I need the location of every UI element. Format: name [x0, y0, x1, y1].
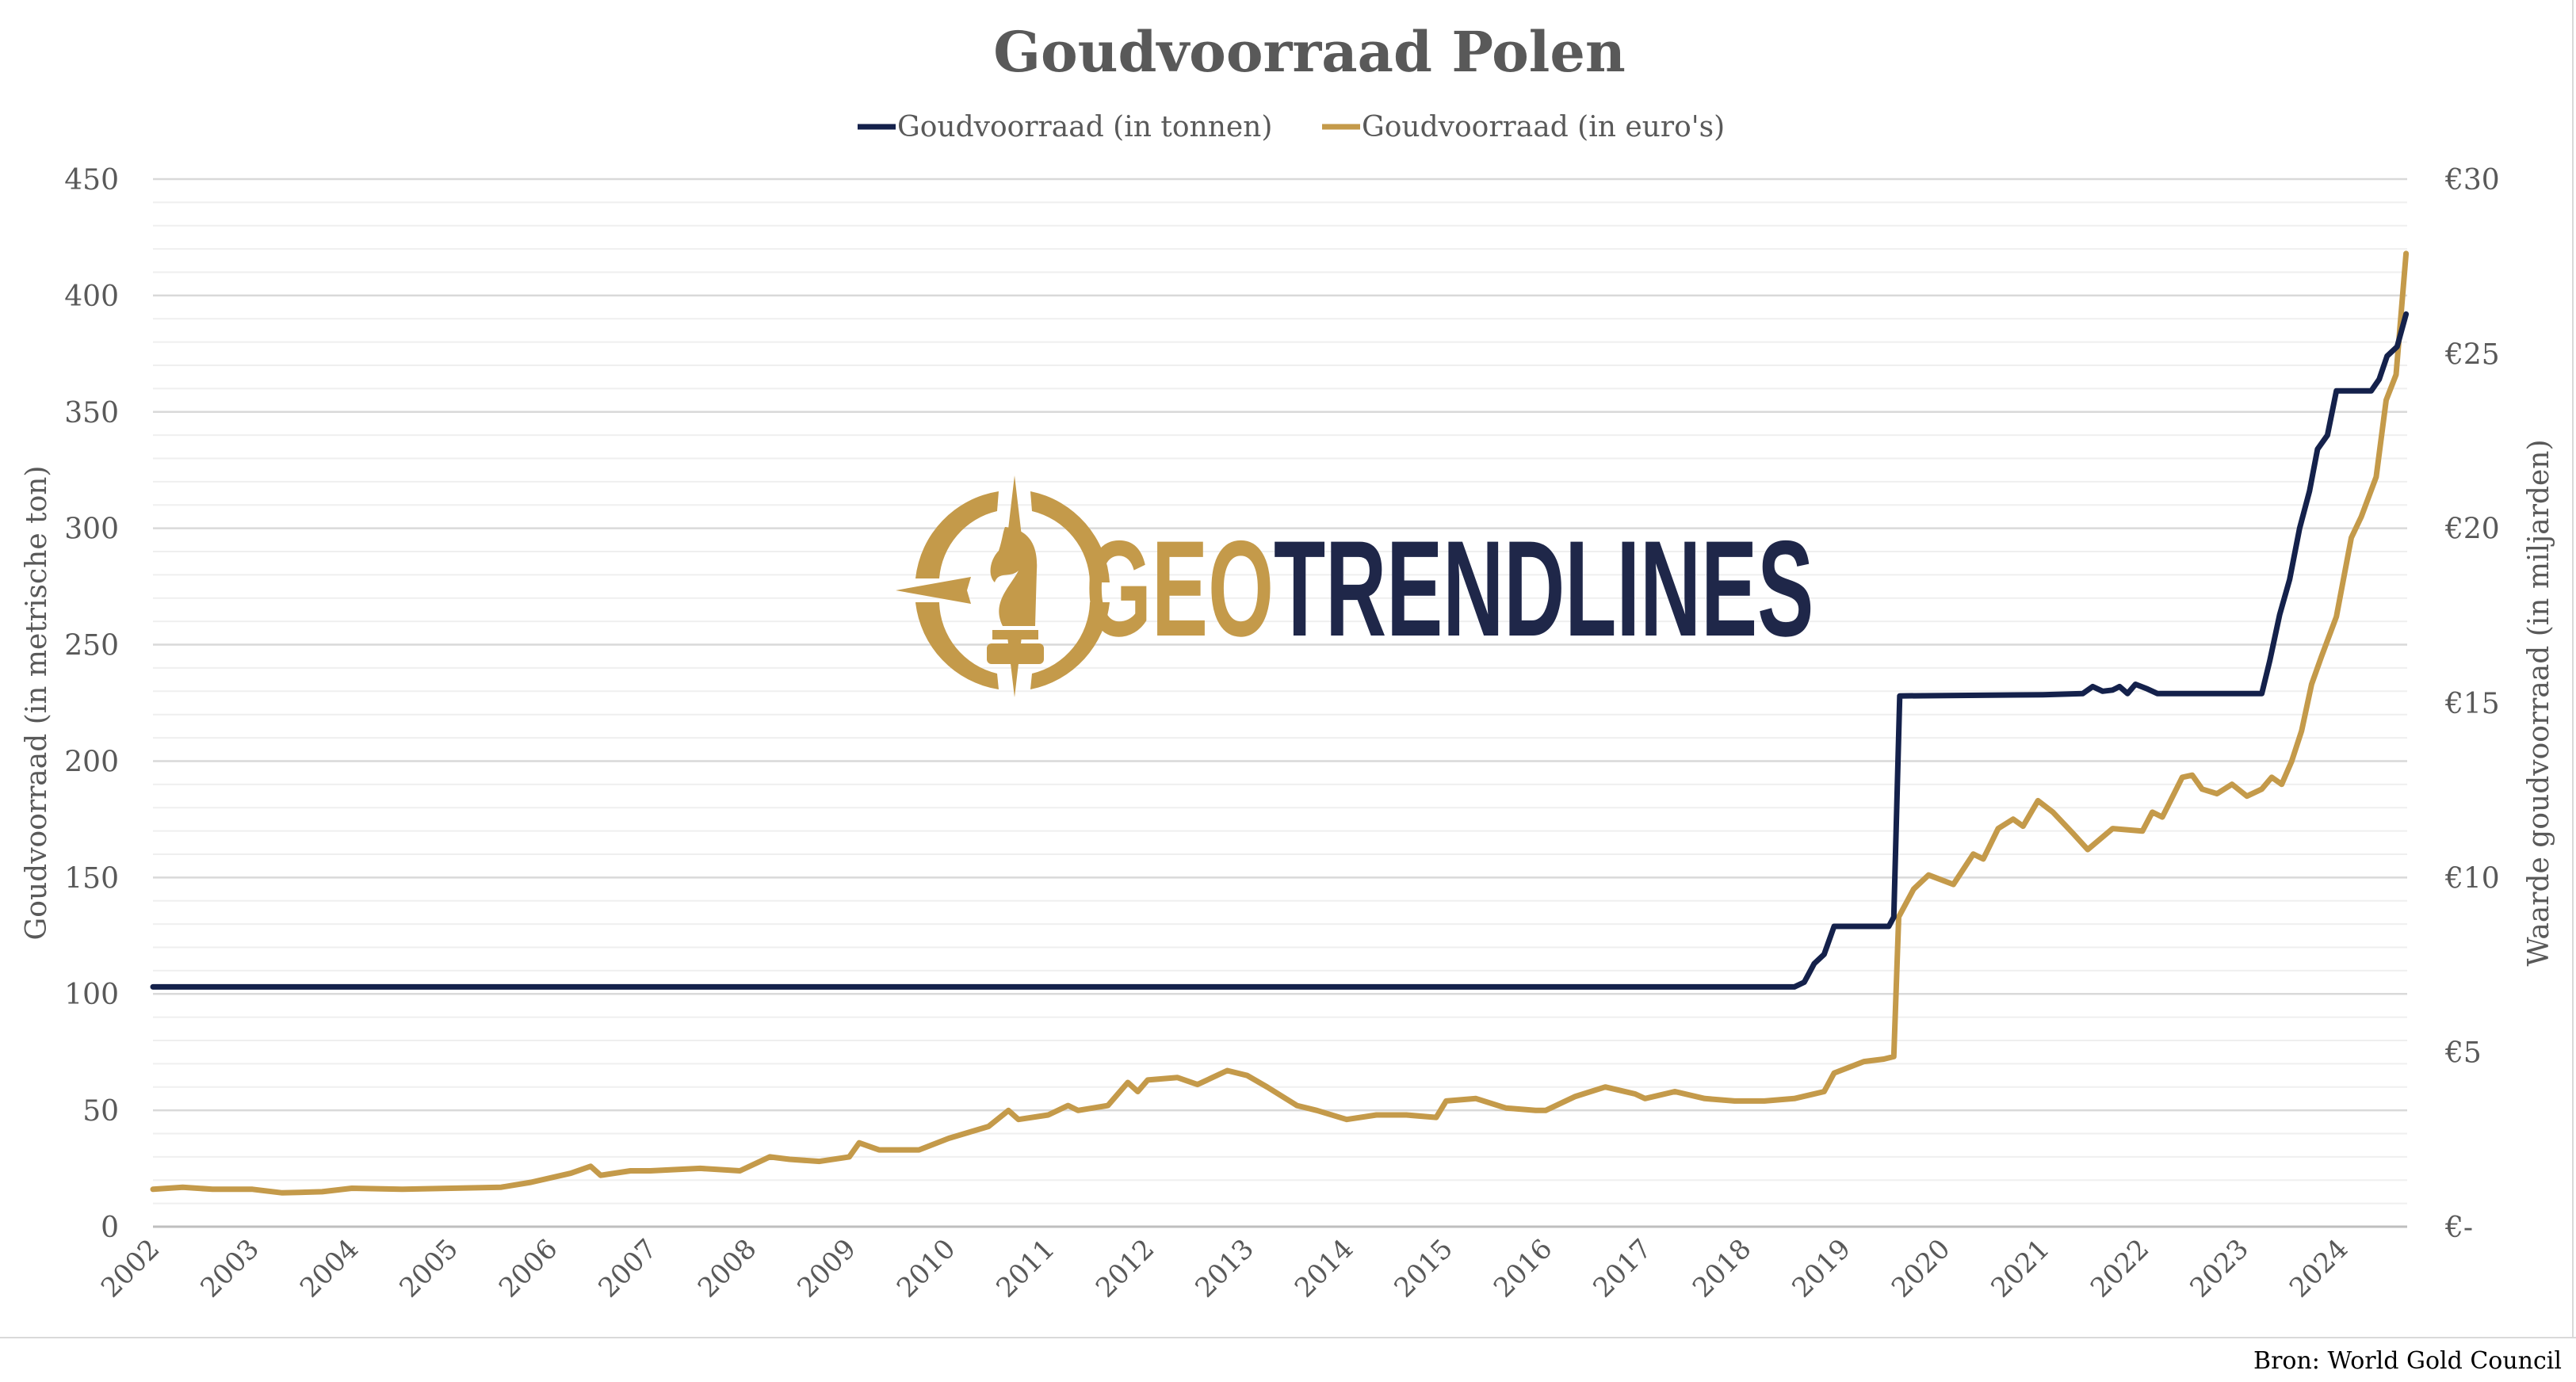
x-tick-label: 2019 — [1786, 1233, 1856, 1304]
y2-tick-label: €10 — [2444, 862, 2500, 895]
x-tick-label: 2010 — [891, 1233, 961, 1304]
y-tick-label: 350 — [64, 397, 119, 429]
x-tick-label: 2017 — [1587, 1233, 1657, 1304]
series-line-tonnen — [150, 311, 2410, 990]
x-tick-label: 2018 — [1687, 1233, 1757, 1304]
legend-item-tonnen[interactable]: Goudvoorraad (in tonnen) — [858, 111, 1272, 143]
x-tick-label: 2020 — [1886, 1233, 1956, 1304]
x-tick-label: 2007 — [592, 1233, 663, 1304]
y-tick-label: 400 — [64, 281, 119, 313]
legend-item-euros[interactable]: Goudvoorraad (in euro's) — [1322, 111, 1725, 143]
x-tick-label: 2012 — [1090, 1233, 1160, 1304]
chart-title: Goudvoorraad Polen — [993, 19, 1626, 85]
source-note: Bron: World Gold Council — [2253, 1347, 2562, 1375]
x-tick-label: 2013 — [1189, 1233, 1259, 1304]
y-tick-label: 200 — [64, 746, 119, 778]
y2-tick-label: €25 — [2444, 338, 2500, 371]
y-tick-label: 250 — [64, 630, 119, 662]
x-tick-label: 2004 — [294, 1233, 365, 1304]
x-tick-label: 2015 — [1388, 1233, 1458, 1304]
gridlines — [153, 178, 2407, 1228]
x-tick-label: 2022 — [2085, 1233, 2155, 1304]
y-tick-label: 150 — [64, 862, 119, 895]
y-tick-label: 0 — [101, 1212, 119, 1244]
legend-label-euros: Goudvoorraad (in euro's) — [1362, 111, 1725, 143]
x-tick-label: 2024 — [2284, 1233, 2354, 1304]
y2-tick-label: €30 — [2444, 164, 2500, 197]
legend: Goudvoorraad (in tonnen) Goudvoorraad (i… — [858, 111, 1725, 143]
legend-label-tonnen: Goudvoorraad (in tonnen) — [897, 111, 1272, 143]
y-tick-label: 450 — [64, 164, 119, 197]
y-tick-label: 50 — [82, 1095, 119, 1128]
y-axis-title-right: Waarde goudvoorraad (in miljarden) — [2523, 439, 2555, 966]
x-tick-label: 2003 — [194, 1233, 265, 1304]
compass-knight-icon — [896, 475, 1110, 697]
logo-text: GEOTRENDLINES — [1086, 513, 1814, 665]
y2-tick-label: €- — [2444, 1212, 2473, 1244]
x-tick-label: 2009 — [791, 1233, 862, 1304]
x-tick-label: 2011 — [990, 1233, 1061, 1304]
series-lines — [150, 250, 2410, 1196]
x-tick-label: 2008 — [692, 1233, 762, 1304]
geotrendlines-logo: GEOTRENDLINES — [896, 475, 1814, 697]
series-line-euros — [150, 250, 2410, 1196]
x-tick-label: 2005 — [393, 1233, 464, 1304]
x-tick-label: 2006 — [493, 1233, 564, 1304]
x-tick-label: 2021 — [1985, 1233, 2055, 1304]
x-tick-label: 2023 — [2184, 1233, 2254, 1304]
y-tick-label: 100 — [64, 979, 119, 1011]
x-tick-label: 2016 — [1488, 1233, 1558, 1304]
y-axis-title-left: Goudvoorraad (in metrische ton) — [21, 466, 53, 941]
y2-tick-label: €20 — [2444, 513, 2500, 546]
x-tick-label: 2014 — [1289, 1233, 1359, 1304]
y-tick-label: 300 — [64, 513, 119, 546]
y2-tick-label: €5 — [2444, 1037, 2482, 1070]
y2-tick-label: €15 — [2444, 688, 2500, 720]
